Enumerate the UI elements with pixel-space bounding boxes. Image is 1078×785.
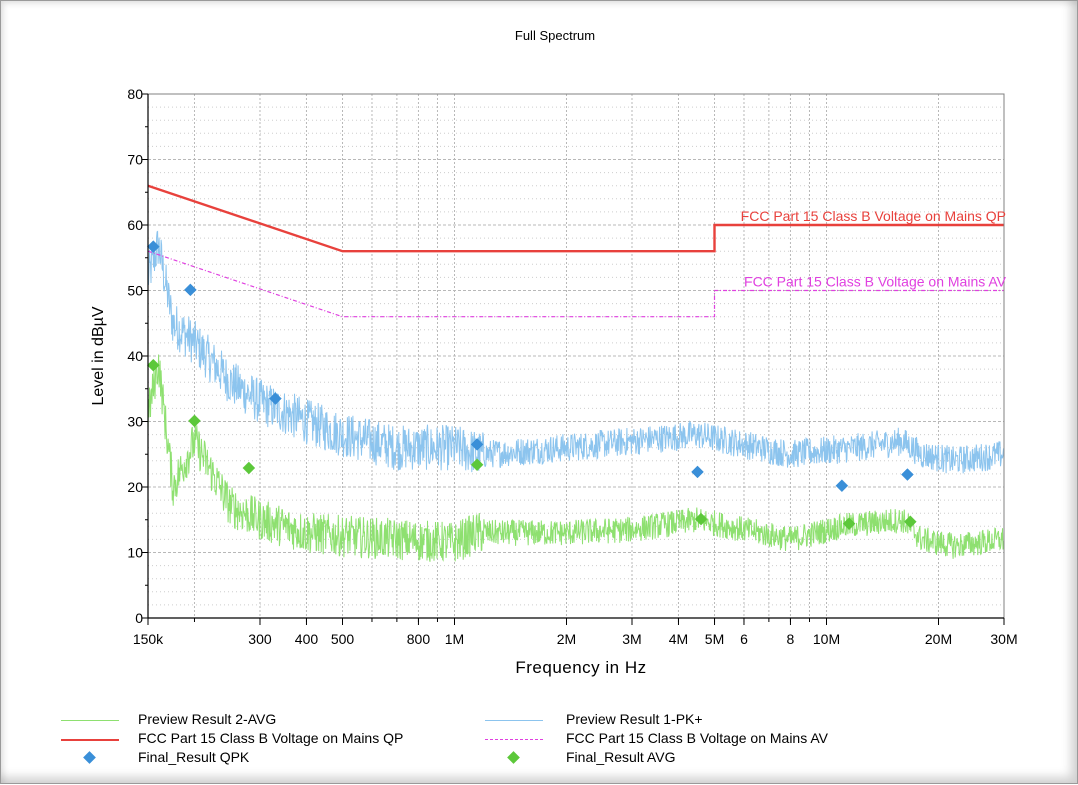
x-tick-label: 500 [331,631,355,647]
limit-line-qp [147,184,1004,253]
y-tick-label: 70 [127,152,143,168]
x-tick-label: 400 [295,631,319,647]
chart-title: Full Spectrum [515,28,595,43]
marker-avg [242,461,256,475]
marker-avg [842,517,856,531]
y-tick-label: 30 [127,414,143,430]
y-tick-label: 40 [127,348,143,364]
y-tick-label: 50 [127,283,143,299]
y-tick-label: 20 [127,479,143,495]
y-tick-label: 80 [127,86,143,102]
marker-qpk [146,240,160,253]
y-tick-label: 10 [127,545,143,561]
x-tick-label: 6 [740,631,748,647]
marker-avg [694,512,708,526]
x-tick-label: 5M [705,631,724,647]
x-tick-label: 1M [445,631,464,647]
limit-line-av [147,250,1004,318]
grid-layer [148,93,1005,619]
x-tick-label: 10M [813,631,840,647]
x-tick-label: 3M [622,631,641,647]
marker-qpk [835,479,849,493]
axis-layer [142,93,1005,625]
y-tick-label: 60 [127,217,143,233]
marker-layer [146,240,917,531]
x-tick-label: 30M [990,631,1017,647]
limit-layer [147,184,1004,318]
text-layer: 0 10 20 30 40 50 60 70 80 150k 300 400 500 800 1M 2M 3M 4… [90,28,1018,677]
trace-avg [147,354,1005,562]
trace-pk [147,230,1005,474]
annotation-av: FCC Part 15 Class B Voltage on Mains AV [744,274,1007,290]
marker-qpk [901,468,914,481]
marker-avg [470,458,484,472]
x-tick-label: 20M [925,631,952,647]
marker-avg [188,414,201,428]
marker-qpk [470,438,484,451]
marker-avg [146,358,160,372]
marker-qpk [691,465,704,479]
trace-layer [147,230,1005,562]
marker-qpk [269,392,282,405]
annotation-qp: FCC Part 15 Class B Voltage on Mains QP [741,208,1006,224]
x-tick-label: 300 [248,631,272,647]
x-axis-label: Frequency in Hz [515,658,646,677]
x-tick-label: 2M [557,631,576,647]
x-tick-label: 800 [407,631,431,647]
y-axis-label: Level in dBµV [90,306,107,405]
x-tick-label: 150k [133,631,164,647]
marker-qpk [184,283,197,297]
x-tick-label: 8 [787,631,795,647]
y-tick-label: 0 [135,610,143,626]
x-tick-label: 4M [669,631,688,647]
marker-avg [903,515,917,529]
